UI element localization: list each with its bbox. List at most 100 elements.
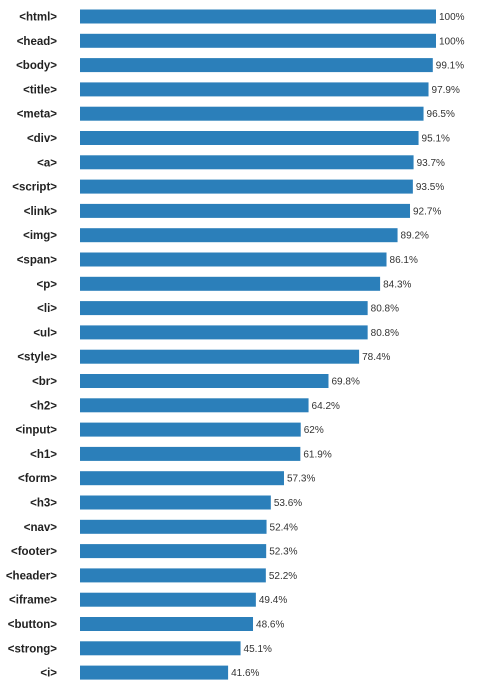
bar-row: <script> 93.5% [12,179,444,194]
bar-row: <div> 95.1% [27,131,450,145]
bar-row: <ul> 80.8% [33,325,399,340]
category-label: <p> [37,279,58,291]
category-label: <i> [40,668,57,680]
bar [80,446,301,461]
bar-row: <iframe> 49.4% [9,592,287,607]
value-label: 48.6% [256,620,284,631]
category-label: <footer> [11,546,57,558]
category-label: <h3> [30,498,57,510]
bar-row: <link> 92.7% [24,203,441,218]
category-label: <link> [24,206,58,218]
bar-row: <header> 52.2% [6,568,297,583]
category-label: <head> [17,36,58,48]
value-label: 96.5% [427,109,455,120]
bar [80,349,360,364]
bar-row: <title> 97.9% [23,82,460,97]
category-label: <img> [23,230,57,242]
bar [80,228,398,243]
bar [80,155,414,170]
value-label: 64.2% [312,401,340,412]
category-label: <style> [17,352,57,364]
value-label: 52.2% [269,571,297,582]
bar [80,422,301,437]
category-label: <input> [15,425,57,437]
category-label: <div> [27,133,57,145]
value-label: 80.8% [371,328,399,339]
value-label: 78.4% [362,352,390,363]
value-label: 100% [439,12,465,23]
category-label: <h1> [30,449,57,461]
value-label: 45.1% [244,644,272,655]
category-label: <meta> [17,109,58,121]
value-label: 52.4% [270,522,298,533]
value-label: 89.2% [401,231,429,242]
category-label: <strong> [8,643,57,655]
bar [80,374,329,388]
bar [80,179,413,194]
bar-row: <nav> 52.4% [24,519,298,534]
value-label: 99.1% [436,61,464,72]
category-label: <script> [12,182,57,194]
bar [80,495,271,510]
category-label: <button> [8,619,57,631]
bar [80,665,229,680]
bar [80,568,266,583]
bar [80,325,368,340]
category-label: <span> [17,255,58,267]
bar-row: <p> 84.3% [37,276,412,291]
bar-row: <form> 57.3% [18,471,315,486]
bar-row: <br> 69.8% [32,374,360,388]
bar [80,641,241,656]
bar [80,617,254,631]
value-label: 95.1% [422,134,450,145]
value-label: 97.9% [432,85,460,96]
bar [80,106,424,121]
value-label: 49.4% [259,595,287,606]
bar-row: <i> 41.6% [40,665,260,680]
value-label: 62% [304,425,324,436]
bar-row: <body> 99.1% [16,58,464,73]
bar-row: <h1> 61.9% [30,446,332,461]
bar-row: <footer> 52.3% [11,544,298,559]
bar-row: <img> 89.2% [23,228,429,243]
value-label: 93.5% [416,182,444,193]
bar [80,592,256,607]
category-label: <li> [37,303,57,315]
bar-row: <li> 80.8% [37,301,399,316]
category-label: <body> [16,60,57,72]
bar-row: <head> 100% [17,33,465,48]
value-label: 57.3% [287,474,315,485]
bar [80,82,429,97]
value-label: 41.6% [231,668,259,679]
bar [80,203,411,218]
bar [80,544,267,559]
bar [80,519,267,534]
value-label: 53.6% [274,498,302,509]
bar [80,9,436,24]
value-label: 92.7% [413,206,441,217]
value-label: 100% [439,36,465,47]
bar-row: <h2> 64.2% [30,398,340,413]
category-label: <h2> [30,400,57,412]
category-label: <ul> [33,327,57,339]
category-label: <form> [18,473,57,485]
value-label: 93.7% [417,158,445,169]
bar-row: <html> 100% [19,9,465,24]
bar [80,398,309,413]
category-label: <nav> [24,522,58,534]
bar-row: <button> 48.6% [8,617,284,631]
bar-row: <h3> 53.6% [30,495,302,510]
bar [80,33,436,48]
bar-row: <a> 93.7% [37,155,445,170]
bar-row: <span> 86.1% [17,252,418,267]
bar [80,471,284,486]
bar-row: <meta> 96.5% [17,106,455,121]
value-label: 86.1% [390,255,418,266]
bar-row: <style> 78.4% [17,349,391,364]
value-label: 52.3% [269,547,297,558]
category-label: <header> [6,570,57,582]
category-label: <html> [19,12,57,24]
bar-row: <strong> 45.1% [8,641,272,656]
value-label: 80.8% [371,304,399,315]
